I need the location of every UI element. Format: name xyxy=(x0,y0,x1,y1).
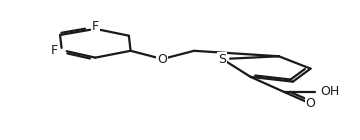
Text: S: S xyxy=(218,52,226,66)
Text: F: F xyxy=(51,44,58,57)
Text: F: F xyxy=(92,20,99,33)
Text: OH: OH xyxy=(320,85,339,98)
Text: O: O xyxy=(157,52,167,66)
Text: O: O xyxy=(306,97,315,110)
